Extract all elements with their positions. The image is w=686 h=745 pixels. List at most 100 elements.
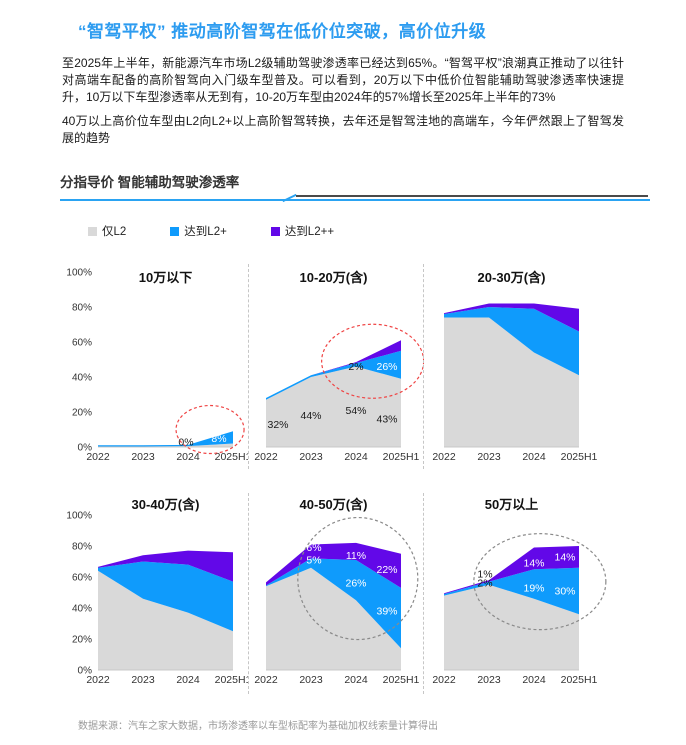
data-label: 43% <box>376 414 397 426</box>
x-tick-label: 2023 <box>299 674 323 686</box>
series-area-l2-only <box>266 567 401 670</box>
x-tick-label: 2022 <box>86 674 110 686</box>
y-tick-label: 60% <box>72 573 92 584</box>
x-tick-label: 2022 <box>432 451 456 463</box>
y-tick-label: 40% <box>72 604 92 615</box>
series-area-l2plusplus <box>266 542 401 588</box>
intro-paragraph-2: 40万以上高价位车型由L2向L2+以上高阶智驾转换，去年还是智驾洼地的高端车，今… <box>62 114 624 145</box>
chart-title: 30-40万(含) <box>132 497 200 512</box>
series-area-l2plusplus <box>444 303 579 332</box>
series-area-l2plusplus <box>98 550 233 582</box>
series-area-l2-only <box>444 584 579 670</box>
legend-swatch <box>170 226 180 236</box>
data-label: 5% <box>306 554 321 566</box>
chart-legend: 仅L2 达到L2+ 达到L2++ <box>88 223 686 239</box>
page-title: “智驾平权” 推动高阶智驾在低价位突破，高价位升级 <box>78 22 487 41</box>
data-label: 22% <box>376 564 397 576</box>
series-area-l2plus <box>444 307 579 376</box>
series-area-l2-only <box>444 317 579 447</box>
highlight-ellipse <box>175 404 245 455</box>
intro-paragraph-1: 至2025年上半年，新能源汽车市场L2级辅助驾驶渗透率已经达到65%。“智驾平权… <box>62 56 624 104</box>
series-area-l2plus <box>266 350 401 400</box>
x-tick-label: 2023 <box>131 674 155 686</box>
data-label: 44% <box>300 410 321 422</box>
data-label: 26% <box>376 361 397 373</box>
series-area-l2plusplus <box>266 340 401 398</box>
x-tick-label: 2024 <box>176 674 200 686</box>
section-underline-blue <box>60 199 650 201</box>
y-tick-label: 20% <box>72 635 92 646</box>
x-tick-label: 2023 <box>299 451 323 463</box>
legend-label: 达到L2++ <box>284 226 335 238</box>
y-tick-label: 100% <box>66 511 92 522</box>
series-area-l2-only <box>266 366 401 447</box>
x-tick-label: 2022 <box>254 674 278 686</box>
y-tick-label: 0% <box>78 666 93 677</box>
chart-cell-0: 0% 20% 40% 60% 80% 100% 10万以下 2022 2023 2024 2025H… <box>60 264 251 469</box>
series-area-l2plus <box>98 431 233 447</box>
x-tick-label: 2025H1 <box>215 674 248 686</box>
x-tick-label: 2023 <box>131 451 155 463</box>
data-label: 8% <box>211 433 226 445</box>
chart-title: 10万以下 <box>139 270 192 285</box>
data-label: 54% <box>345 405 366 417</box>
data-label: 39% <box>376 606 397 618</box>
x-tick-label: 2023 <box>477 674 501 686</box>
section-header: 分指导价 智能辅助驾驶渗透率 <box>60 171 650 203</box>
highlight-ellipse <box>297 516 419 641</box>
area-chart-4: 40-50万(含) 2022 2023 2024 2025H1 6%5% 11% 26% 22%… <box>254 497 420 686</box>
y-tick-label: 100% <box>66 268 92 279</box>
legend-label: 达到L2+ <box>184 226 227 238</box>
data-label: 19% <box>523 582 544 594</box>
y-tick-label: 0% <box>78 443 93 454</box>
y-tick-label: 20% <box>72 408 92 419</box>
x-tick-label: 2025H1 <box>561 674 598 686</box>
area-chart-3: 0% 20% 40% 60% 80% 100% 30-40万(含) 2022 2023 2024 2… <box>66 497 251 686</box>
data-label: 26% <box>345 578 366 590</box>
legend-item-0: 仅L2 <box>88 223 126 239</box>
x-tick-label: 2025H1 <box>215 451 248 463</box>
x-tick-label: 2024 <box>344 451 368 463</box>
area-chart-0: 0% 20% 40% 60% 80% 100% 10万以下 2022 2023 2024 2025H… <box>66 268 251 464</box>
section-title: 分指导价 智能辅助驾驶渗透率 <box>60 175 240 190</box>
x-tick-label: 2024 <box>344 674 368 686</box>
data-label: 0% <box>178 436 193 448</box>
area-chart-2: 20-30万(含) 2022 2023 2024 2025H1 <box>432 270 598 463</box>
data-label: 11% <box>346 550 366 562</box>
legend-label: 仅L2 <box>102 226 127 238</box>
x-tick-label: 2024 <box>522 674 546 686</box>
series-area-l2plus <box>444 567 579 615</box>
legend-item-2: 达到L2++ <box>270 223 335 239</box>
x-tick-label: 2023 <box>477 451 501 463</box>
data-label: 14% <box>554 551 575 563</box>
data-label: 30% <box>554 585 575 597</box>
y-tick-label: 80% <box>72 542 92 553</box>
legend-swatch <box>88 226 97 236</box>
charts-grid: 0% 20% 40% 60% 80% 100% 10万以下 2022 2023 2024 2025H… <box>60 264 686 694</box>
y-tick-label: 40% <box>72 373 92 384</box>
x-tick-label: 2022 <box>254 451 278 463</box>
chart-cell-5: 50万以上 2022 2023 2024 2025H1 1% 2% 14% 19% 14% 30% <box>423 493 620 694</box>
data-label: 14% <box>523 558 544 570</box>
chart-title: 10-20万(含) <box>300 270 368 285</box>
series-area-l2-only <box>98 570 233 670</box>
data-label: 2% <box>477 578 492 590</box>
x-tick-label: 2024 <box>522 451 546 463</box>
chart-cell-2: 20-30万(含) 2022 2023 2024 2025H1 <box>423 264 620 469</box>
highlight-ellipse <box>473 533 607 631</box>
x-tick-label: 2022 <box>432 674 456 686</box>
series-area-l2plus <box>98 561 233 632</box>
series-area-l2plusplus <box>444 546 579 595</box>
area-chart-1: 10-20万(含) 2022 2023 2024 2025H1 32% 44% 54% 43% 2… <box>254 270 425 463</box>
x-tick-label: 2025H1 <box>561 451 598 463</box>
data-label: 1% <box>477 568 492 580</box>
data-label: 32% <box>267 419 288 431</box>
y-tick-label: 80% <box>72 303 92 314</box>
x-tick-label: 2025H1 <box>383 451 420 463</box>
x-tick-label: 2025H1 <box>383 674 420 686</box>
section-underline-dark <box>296 195 648 197</box>
intro-text: 至2025年上半年，新能源汽车市场L2级辅助驾驶渗透率已经达到65%。“智驾平权… <box>62 55 624 147</box>
data-label: 2% <box>348 361 363 373</box>
series-area-l2plus <box>266 558 401 649</box>
chart-title: 40-50万(含) <box>300 497 368 512</box>
